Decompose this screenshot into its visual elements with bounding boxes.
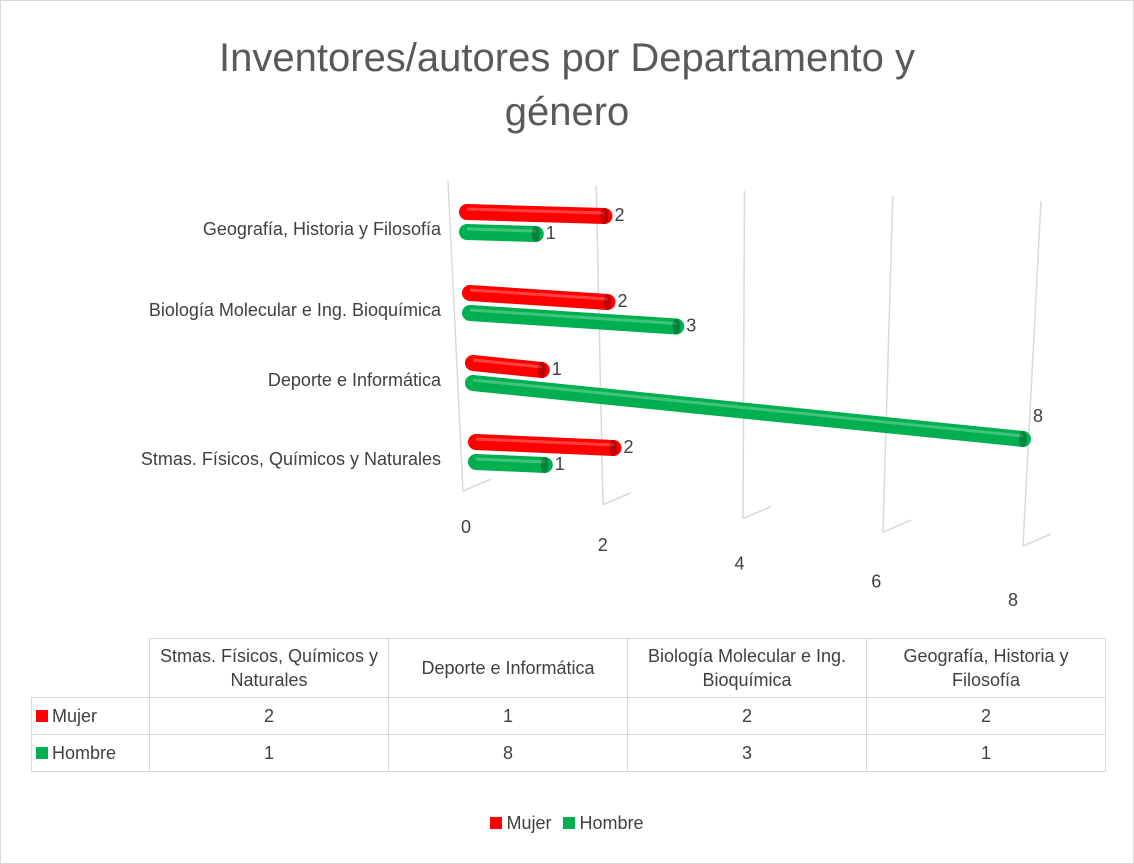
legend-swatch [36, 709, 48, 722]
data-label: 3 [686, 315, 696, 335]
x-tick-label: 0 [461, 517, 471, 537]
table-header: Deporte e Informática [388, 638, 628, 698]
bar-highlight [466, 227, 536, 233]
legend-swatch [490, 817, 503, 829]
x-tick-label: 8 [1008, 590, 1018, 610]
x-tick-label: 4 [734, 553, 744, 573]
table-cell: 8 [388, 734, 628, 772]
data-label: 8 [1033, 406, 1043, 426]
data-label: 2 [615, 205, 625, 225]
table-header: Stmas. Físicos, Químicos y Naturales [149, 638, 389, 698]
table-cell: 3 [627, 734, 867, 772]
table-header: Biología Molecular e Ing. Bioquímica [627, 638, 867, 698]
legend-label: Mujer [506, 813, 552, 833]
legend-label: Hombre [579, 813, 644, 833]
bar-cap [540, 457, 549, 473]
grid-line [882, 195, 894, 533]
grid-line [742, 190, 746, 519]
grid-floor [1022, 533, 1052, 547]
legend-item: Hombre [563, 813, 644, 833]
bar-highlight [469, 308, 677, 325]
bar-highlight [472, 358, 542, 369]
table-cell: 2 [149, 697, 389, 735]
y-tick-label: Deporte e Informática [268, 370, 442, 390]
grid-floor [742, 505, 772, 520]
table-header: Geografía, Historia y Filosofía [866, 638, 1106, 698]
bar-highlight [469, 288, 608, 301]
bar-highlight [466, 207, 605, 215]
grid-line [447, 180, 464, 492]
table-corner [31, 638, 150, 698]
bar-cap [672, 318, 681, 335]
bar-cap [603, 294, 612, 310]
grid-floor [882, 519, 912, 533]
table-row: Hombre 1 8 3 1 [31, 734, 1106, 772]
legend-item: Mujer [490, 813, 551, 833]
data-label: 2 [624, 437, 634, 457]
table-cell: 1 [866, 734, 1106, 772]
x-tick-label: 6 [871, 572, 881, 592]
bar-highlight [475, 457, 545, 464]
data-label: 1 [552, 359, 562, 379]
grid-floor [462, 478, 492, 492]
table-cell: 2 [866, 697, 1106, 735]
bar-cap [531, 226, 540, 242]
x-tick-label: 2 [598, 535, 608, 555]
bar [462, 285, 616, 310]
bar-highlight [472, 378, 1024, 438]
bar-cap [600, 208, 609, 224]
bar [465, 355, 550, 378]
bar-highlight [475, 437, 614, 447]
bar [465, 375, 1031, 447]
table-cell: 2 [627, 697, 867, 735]
data-label: 1 [555, 454, 565, 474]
legend-swatch [563, 817, 576, 829]
table-cell: 1 [388, 697, 628, 735]
series-name-cell: Mujer [31, 697, 150, 735]
series-name-cell: Hombre [31, 734, 150, 772]
bar-cap [537, 362, 546, 378]
y-tick-label: Geografía, Historia y Filosofía [203, 219, 442, 239]
bar [459, 224, 544, 242]
legend: Mujer Hombre [1, 813, 1133, 834]
grid-line [595, 185, 604, 505]
series-name: Mujer [52, 705, 98, 726]
bar [468, 434, 622, 456]
chart-title: Inventores/autores por Departamento y gé… [219, 36, 915, 134]
grid-line [1022, 200, 1042, 547]
series-name: Hombre [52, 742, 117, 763]
y-tick-label: Stmas. Físicos, Químicos y Naturales [141, 449, 441, 469]
bar [459, 204, 613, 224]
bar-cap [609, 440, 618, 456]
table-row: Mujer 2 1 2 2 [31, 697, 1106, 735]
bar [468, 454, 553, 473]
table-cell: 1 [149, 734, 389, 772]
data-table: Stmas. Físicos, Químicos y Naturales Depo… [31, 638, 1106, 772]
grid-floor [602, 492, 632, 506]
y-tick-label: Biología Molecular e Ing. Bioquímica [149, 300, 442, 320]
bar [462, 305, 685, 335]
data-label: 1 [546, 223, 556, 243]
legend-swatch [36, 746, 48, 759]
bar-cap [1019, 431, 1027, 447]
data-label: 2 [618, 291, 628, 311]
